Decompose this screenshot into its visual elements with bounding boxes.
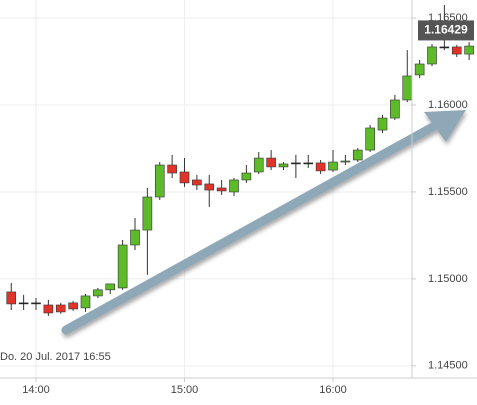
axes: 1.145001.150001.155001.160001.1650014:00… [22,12,474,396]
candle-body [204,183,215,191]
candle-body [328,161,338,171]
candle-body [105,283,116,291]
candle-body [266,157,276,168]
candle-body [18,302,29,305]
y-tick-label: 1.16000 [428,99,468,111]
candle-body [43,304,54,314]
candle-body [154,164,165,198]
arrow-head [424,110,466,142]
candle-body [55,304,66,313]
candle-body [451,46,462,55]
candle-body [365,127,375,151]
y-tick-label: 1.14500 [428,360,468,372]
candle-body [167,164,177,174]
candle-body [427,46,437,65]
candle-body [93,289,103,297]
candle-body [179,171,190,184]
candle-body [192,179,202,186]
grid [0,0,412,378]
y-tick-label: 1.15000 [428,273,468,285]
candle-body [340,160,351,163]
current-price-label: 1.16429 [424,23,468,37]
x-tick-label: 14:00 [22,384,50,396]
candle-body [80,295,91,309]
candle-body [142,196,153,231]
candle-body [253,157,264,173]
candle-body [216,187,227,192]
candle-body [291,162,301,165]
arrow-shaft [61,118,445,335]
candle-body [31,302,41,305]
candle-body [414,63,425,76]
x-tick-label: 16:00 [319,384,347,396]
candle-body [352,149,363,161]
date-label: Do. 20 Jul. 2017 16:55 [0,351,111,363]
candle-body [229,179,239,193]
candle-body [390,99,400,119]
candles [6,5,474,316]
candle-body [377,117,388,131]
y-tick-label: 1.15500 [428,186,468,198]
current-price-box [418,20,474,41]
candle-body [68,302,78,310]
candle-body [402,75,413,101]
x-tick-label: 15:00 [171,384,199,396]
candle-body [464,45,474,55]
candle-body [439,46,450,49]
candle-body [315,162,326,172]
candle-body [117,244,128,289]
candle-body [278,163,289,168]
candle-body [303,162,314,165]
candle-body [130,229,140,246]
candle-body [241,172,252,181]
trend-arrow [61,110,466,335]
candle-body [6,291,17,305]
